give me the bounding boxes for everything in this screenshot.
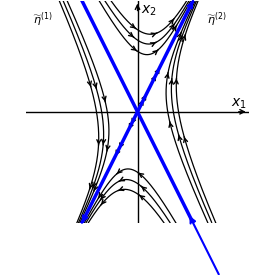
- Text: $x_2$: $x_2$: [141, 4, 157, 18]
- Text: $x_1$: $x_1$: [230, 97, 246, 111]
- Text: $\widetilde{\eta}^{(2)}$: $\widetilde{\eta}^{(2)}$: [207, 10, 227, 29]
- Text: $\widetilde{\eta}^{(1)}$: $\widetilde{\eta}^{(1)}$: [33, 10, 52, 29]
